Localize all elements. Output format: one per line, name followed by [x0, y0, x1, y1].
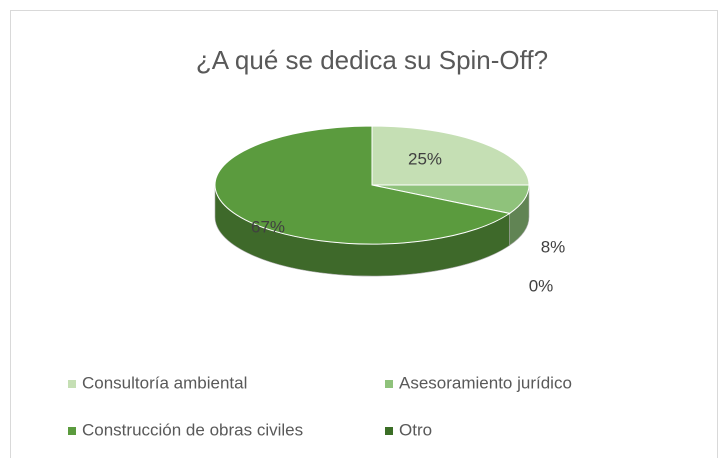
legend-label: Consultoría ambiental [82, 373, 247, 392]
data-label: 0% [529, 276, 554, 295]
data-label: 25% [408, 149, 442, 168]
legend-swatch [68, 380, 76, 388]
legend-label: Asesoramiento jurídico [399, 373, 572, 392]
pie-slice [214, 125, 511, 245]
legend-swatch [68, 427, 76, 435]
legend-swatch [385, 427, 393, 435]
pie-slice [371, 125, 530, 186]
chart-title: ¿A qué se dedica su Spin-Off? [196, 45, 548, 75]
data-label: 8% [541, 237, 566, 256]
data-label: 67% [251, 217, 285, 236]
legend-label: Otro [399, 420, 432, 439]
legend-label: Construcción de obras civiles [82, 420, 303, 439]
legend-swatch [385, 380, 393, 388]
